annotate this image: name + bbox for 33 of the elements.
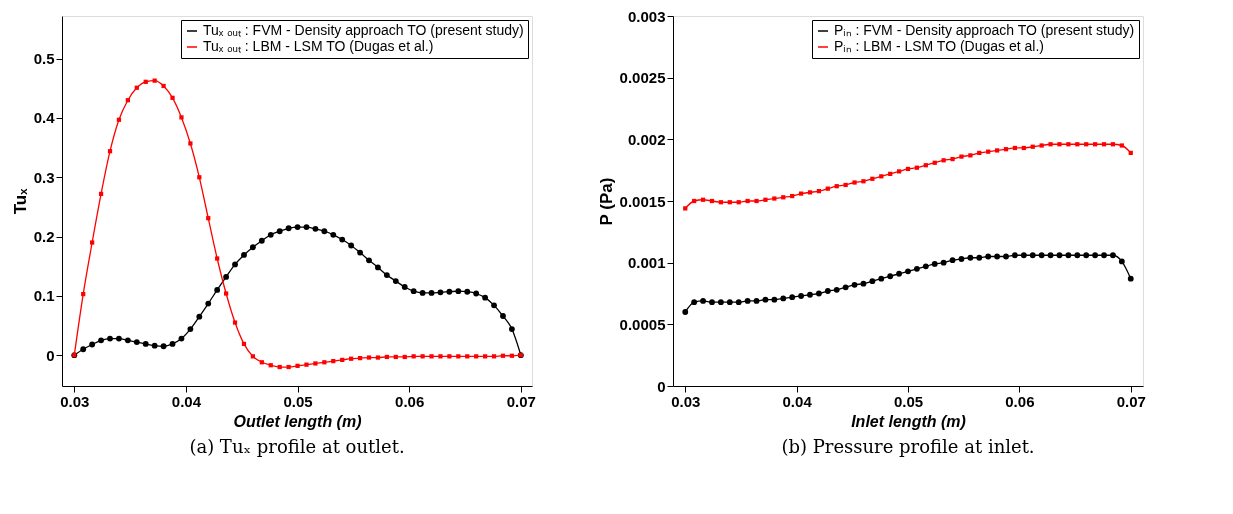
x-tick-label: 0.03 (60, 392, 90, 410)
y-tick-label: 0.2 (33, 228, 55, 246)
x-tick-label: 0.04 (171, 392, 202, 410)
y-tick-label: 0.001 (627, 254, 666, 272)
y-tick-label: 0.0025 (619, 69, 666, 87)
legend-label: Tuₓ ₒᵤₜ : FVM - Density approach TO (present study) (203, 22, 524, 38)
x-tick-label: 0.06 (395, 392, 425, 410)
x-tick-label: 0.03 (671, 392, 701, 410)
y-tick-label: 0.4 (33, 109, 56, 127)
y-tick-label: 0.003 (627, 7, 666, 25)
x-axis-title: Inlet length (m) (851, 412, 966, 430)
x-tick-label: 0.05 (893, 392, 924, 410)
y-axis-title: Tuₓ (10, 187, 30, 215)
x-tick-label: 0.07 (506, 392, 536, 410)
x-tick-label: 0.06 (1005, 392, 1035, 410)
text: (a) Tuₓ profile at outlet. (189, 436, 405, 457)
y-tick-label: 0.1 (33, 287, 55, 305)
x-tick-label: 0.07 (1116, 392, 1146, 410)
text: (b) Pressure profile at inlet. (781, 436, 1035, 457)
y-tick-label: 0.5 (33, 50, 55, 68)
y-tick-label: 0 (46, 346, 55, 364)
y-tick-label: 0 (657, 377, 666, 395)
y-tick-label: 0.0015 (619, 192, 666, 210)
y-tick-label: 0.0005 (619, 315, 666, 333)
x-axis-title: Outlet length (m) (233, 412, 362, 430)
legend-label: Pᵢₙ : LBM - LSM TO (Dugas et al.) (834, 38, 1044, 54)
y-axis-title: P (Pa) (596, 177, 616, 226)
legend-label: Pᵢₙ : FVM - Density approach TO (present study) (834, 22, 1135, 38)
x-tick-label: 0.05 (283, 392, 313, 410)
y-tick-label: 0.3 (33, 168, 55, 186)
y-tick-label: 0.002 (627, 130, 666, 148)
x-tick-label: 0.04 (782, 392, 813, 410)
legend-label: Tuₓ ₒᵤₜ : LBM - LSM TO (Dugas et al.) (203, 38, 434, 54)
